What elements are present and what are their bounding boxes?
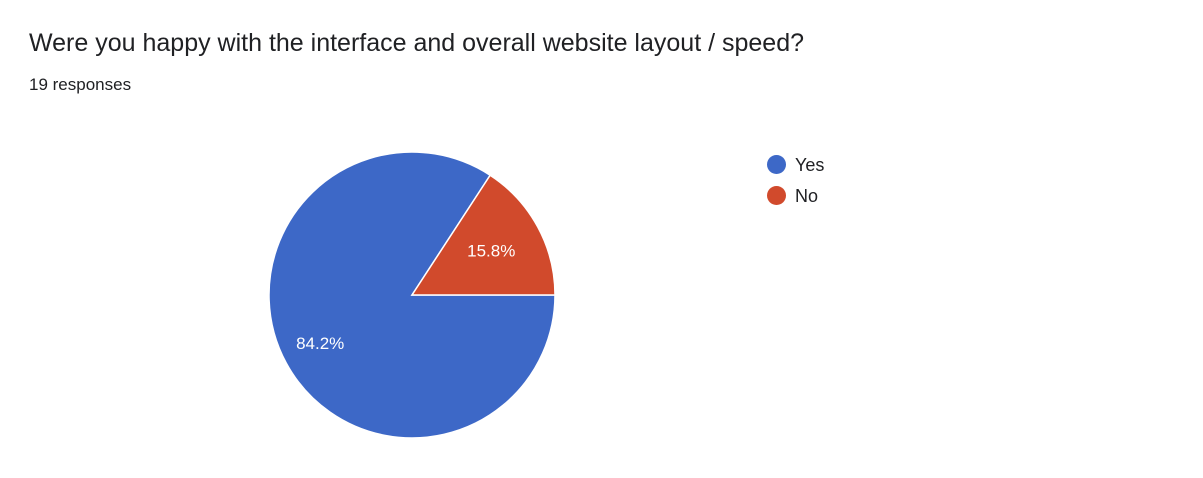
legend-item-yes[interactable]: Yes [767, 149, 824, 180]
pie-slices [268, 151, 556, 439]
legend-swatch-no [767, 186, 786, 205]
question-title: Were you happy with the interface and ov… [29, 29, 804, 57]
chart-legend: Yes No [767, 149, 824, 211]
legend-label-no: No [795, 185, 819, 206]
legend-label-yes: Yes [795, 154, 825, 175]
response-count: 19 responses [29, 75, 132, 94]
legend-item-no[interactable]: No [767, 180, 824, 211]
pie-slice-labels: 84.2% 15.8% [296, 242, 515, 354]
legend-swatch-yes [767, 155, 786, 174]
pie-label-no: 15.8% [467, 242, 515, 261]
pie-slice-no[interactable] [410, 174, 556, 296]
pie-label-yes: 84.2% [296, 334, 344, 353]
